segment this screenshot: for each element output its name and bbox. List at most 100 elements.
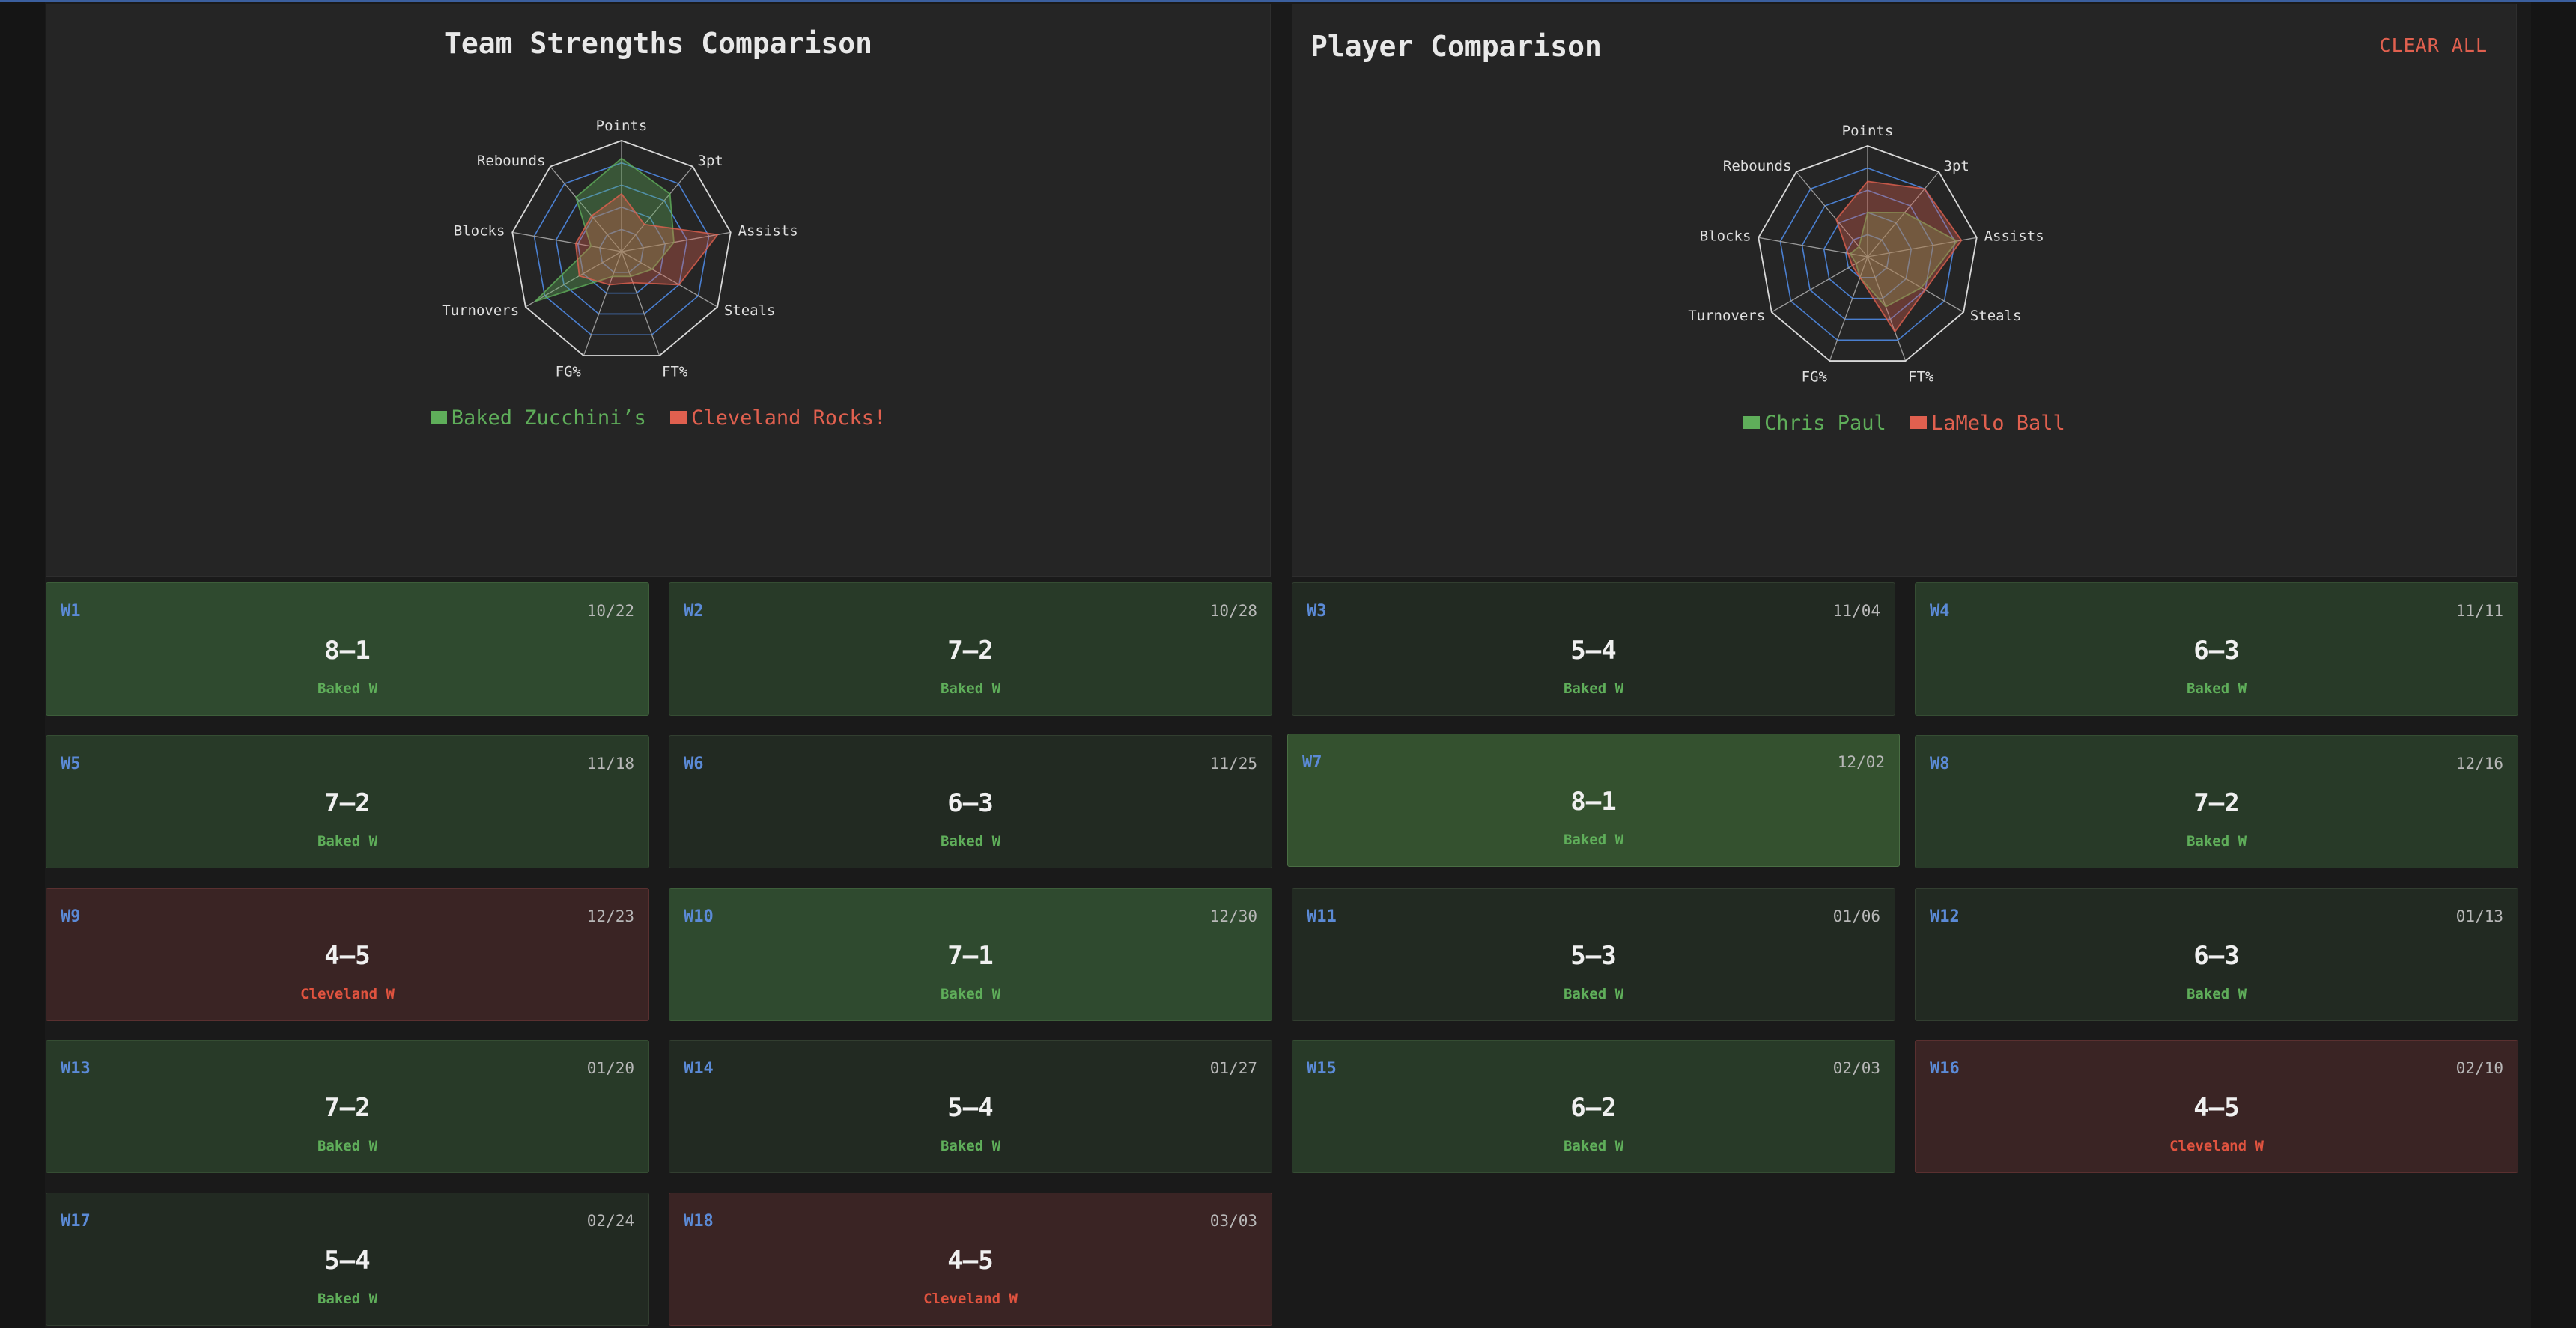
week-card-w8[interactable]: W8 12/16 7–2 Baked W — [1915, 735, 2518, 868]
radar-axis-label: Steals — [724, 302, 776, 319]
week-card-w14[interactable]: W14 01/27 5–4 Baked W — [669, 1040, 1272, 1173]
legend-cleveland-rocks[interactable]: Cleveland Rocks! — [670, 406, 886, 430]
week-label: W2 — [684, 602, 704, 621]
week-card-w7[interactable]: W7 12/02 8–1 Baked W — [1287, 734, 1900, 867]
week-card-w18[interactable]: W18 03/03 4–5 Cleveland W — [669, 1193, 1272, 1326]
week-card-w10[interactable]: W10 12/30 7–1 Baked W — [669, 888, 1272, 1021]
radar-series-chris-paul[interactable] — [1849, 211, 1958, 308]
legend-chris-paul[interactable]: Chris Paul — [1743, 412, 1886, 435]
week-label: W12 — [1930, 907, 1960, 926]
radar-series-baked-zucchini-s[interactable] — [535, 157, 675, 302]
week-card-w12[interactable]: W12 01/13 6–3 Baked W — [1915, 888, 2518, 1021]
radar-spoke — [1771, 256, 1868, 313]
week-date: 10/28 — [1209, 602, 1257, 620]
week-date: 01/06 — [1832, 907, 1880, 925]
week-score: 5–3 — [1570, 941, 1617, 971]
radar-axis-label: Rebounds — [477, 153, 546, 169]
radar-axis-label: Points — [1842, 123, 1894, 139]
week-result: Baked W — [317, 1291, 378, 1307]
week-result: Baked W — [940, 986, 1001, 1002]
week-score: 7–2 — [947, 636, 994, 665]
radar-outer-ring — [511, 140, 732, 356]
week-date: 11/04 — [1832, 602, 1880, 620]
week-score: 8–1 — [1570, 787, 1617, 817]
week-score: 6–3 — [2193, 941, 2240, 971]
radar-spoke — [621, 251, 718, 308]
week-label: W5 — [61, 755, 81, 773]
team-legend: Baked Zucchini’s Cleveland Rocks! — [46, 406, 1270, 430]
week-result: Baked W — [317, 680, 378, 697]
week-label: W16 — [1930, 1059, 1960, 1078]
week-score: 7–2 — [324, 788, 371, 818]
week-date: 11/11 — [2455, 602, 2503, 620]
clear-all-button[interactable]: CLEAR ALL — [2379, 34, 2488, 56]
week-card-w11[interactable]: W11 01/06 5–3 Baked W — [1292, 888, 1895, 1021]
radar-spoke — [550, 166, 622, 252]
player-radar-chart: Points 3pt Assists Steals FT% FG% Turnovers Blo… — [1688, 123, 2044, 385]
red-swatch-icon — [670, 411, 687, 424]
week-card-w15[interactable]: W15 02/03 6–2 Baked W — [1292, 1040, 1895, 1173]
week-result: Baked W — [317, 1138, 378, 1154]
legend-baked-zucchinis[interactable]: Baked Zucchini’s — [430, 406, 646, 430]
week-result: Cleveland W — [300, 986, 395, 1002]
week-date: 01/20 — [586, 1059, 634, 1077]
week-label: W18 — [684, 1212, 714, 1231]
week-label: W1 — [61, 602, 81, 621]
week-card-w5[interactable]: W5 11/18 7–2 Baked W — [46, 735, 649, 868]
week-card-w2[interactable]: W2 10/28 7–2 Baked W — [669, 582, 1272, 716]
week-date: 02/10 — [2455, 1059, 2503, 1077]
radar-axis-label: Blocks — [454, 223, 505, 240]
radar-grid-ring — [533, 162, 710, 336]
week-score: 6–3 — [2193, 636, 2240, 665]
week-card-w9[interactable]: W9 12/23 4–5 Cleveland W — [46, 888, 649, 1021]
week-label: W17 — [61, 1212, 91, 1231]
week-score: 7–1 — [947, 941, 994, 971]
player-comparison-title: Player Comparison — [1310, 30, 1602, 63]
week-card-w1[interactable]: W1 10/22 8–1 Baked W — [46, 582, 649, 716]
legend-label-chris-paul: Chris Paul — [1764, 412, 1886, 435]
week-card-w4[interactable]: W4 11/11 6–3 Baked W — [1915, 582, 2518, 716]
week-date: 03/03 — [1209, 1212, 1257, 1230]
radar-spoke — [621, 251, 660, 356]
player-legend: Chris Paul LaMelo Ball — [1292, 412, 2516, 435]
week-label: W4 — [1930, 602, 1950, 621]
radar-axis-label: Blocks — [1700, 228, 1752, 245]
legend-label-baked: Baked Zucchini’s — [451, 406, 646, 430]
week-score: 5–4 — [947, 1093, 994, 1123]
radar-grid-ring — [599, 228, 644, 273]
week-date: 12/02 — [1837, 753, 1885, 771]
week-card-w17[interactable]: W17 02/24 5–4 Baked W — [46, 1193, 649, 1326]
week-label: W9 — [61, 907, 81, 926]
radar-series-cleveland-rocks-[interactable] — [574, 192, 719, 286]
radar-axis-label: FG% — [1802, 368, 1828, 385]
week-score: 7–2 — [324, 1093, 371, 1123]
left-gutter — [0, 2, 45, 1328]
radar-axis-label: Turnovers — [1688, 308, 1765, 324]
radar-spoke — [1867, 171, 1939, 258]
week-score: 5–4 — [1570, 636, 1617, 665]
week-score: 6–3 — [947, 788, 994, 818]
week-card-w6[interactable]: W6 11/25 6–3 Baked W — [669, 735, 1272, 868]
week-score: 7–2 — [2193, 788, 2240, 818]
radar-grid-ring — [1801, 189, 1934, 320]
week-result: Cleveland W — [2169, 1138, 2264, 1154]
week-date: 02/24 — [586, 1212, 634, 1230]
week-date: 01/13 — [2455, 907, 2503, 925]
week-label: W8 — [1930, 755, 1950, 773]
week-label: W6 — [684, 755, 704, 773]
legend-label-lamelo-ball: LaMelo Ball — [1931, 412, 2065, 435]
radar-grid-ring — [1823, 211, 1913, 299]
week-label: W10 — [684, 907, 714, 926]
week-card-w13[interactable]: W13 01/20 7–2 Baked W — [46, 1040, 649, 1173]
week-label: W3 — [1307, 602, 1327, 621]
radar-series-lamelo-ball[interactable] — [1835, 180, 1963, 333]
week-card-w16[interactable]: W16 02/10 4–5 Cleveland W — [1915, 1040, 2518, 1173]
radar-axis-label: Points — [596, 118, 648, 134]
week-result: Baked W — [1563, 680, 1624, 697]
week-score: 4–5 — [324, 941, 371, 971]
week-result: Baked W — [2186, 986, 2247, 1002]
week-card-w3[interactable]: W3 11/04 5–4 Baked W — [1292, 582, 1895, 716]
red-swatch-icon — [1910, 416, 1927, 429]
week-date: 12/16 — [2455, 755, 2503, 773]
legend-lamelo-ball[interactable]: LaMelo Ball — [1910, 412, 2065, 435]
